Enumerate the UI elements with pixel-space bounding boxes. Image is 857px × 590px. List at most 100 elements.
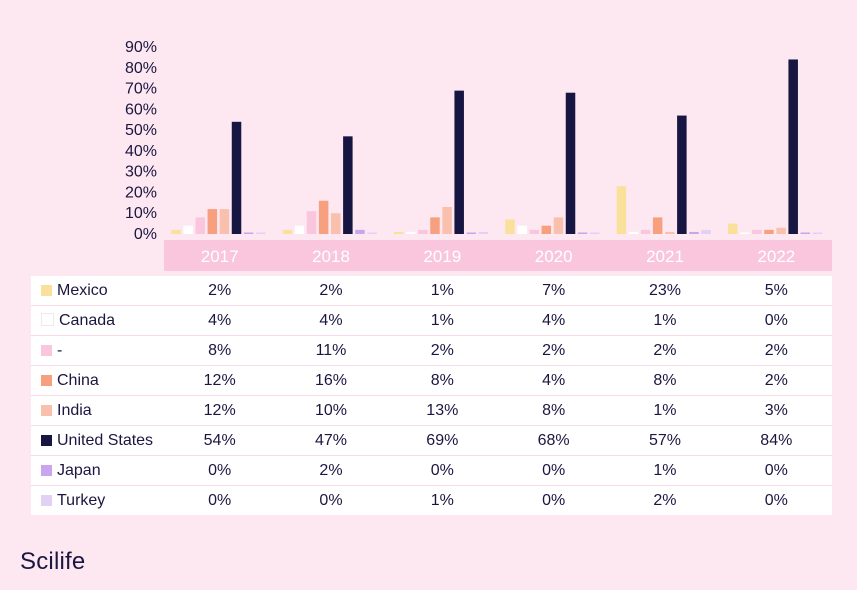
series-label-cell: Mexico [31,276,164,306]
series-label-cell: Turkey [31,486,164,516]
value-cell: 0% [208,491,232,509]
bar [355,229,365,234]
value-cell: 2% [609,335,721,366]
value-cell: 57% [609,425,721,456]
legend-swatch [41,284,52,296]
table-row: Japan 0% 2% 0% 0% 1% 0% [31,455,832,486]
x-tick-label: 2021 [646,247,684,266]
value-cell: 1% [609,455,721,486]
bar [589,232,600,234]
table-row: United States 54% 47% 69% 68% 57% 84% [31,425,832,456]
table-row: Turkey 0% 0% 1% 0% 2% 0% [31,486,832,516]
value-cell: 0% [319,491,343,509]
bar [219,209,230,234]
y-tick-label: 40% [125,143,157,160]
series-name: Mexico [57,281,108,299]
bar [306,211,317,234]
y-tick-label: 60% [125,101,157,118]
series-label-cell: United States [31,425,164,456]
bar [231,121,242,234]
value-cell: 10% [275,395,387,426]
bar [282,229,293,234]
value-cell: 1% [609,305,721,336]
y-tick-label: 50% [125,122,157,139]
y-tick-label: 90% [125,39,157,56]
table-row: Mexico 2% 2% 1% 7% 23% 5% [31,276,832,306]
value-cell: 1% [609,395,721,426]
value-cell: 0% [164,455,276,486]
bar [812,232,823,234]
bar [577,232,588,234]
series-name: United States [57,431,154,449]
value-cell: 2% [653,491,677,509]
bar [776,227,786,234]
value-cell: 69% [386,425,498,456]
value-cell: 2% [720,365,832,396]
table-row: China 12% 16% 8% 4% 8% 2% [31,365,832,396]
year-labels: 2017 2018 2019 2020 2021 2022 [201,247,795,266]
bar [505,219,515,234]
series-name: Canada [59,311,116,329]
bar [207,209,218,234]
bar [565,92,576,234]
y-tick-label: 70% [125,81,157,98]
table-row: -8% 11% 2% 2% 2% 2% [31,335,832,366]
bar [788,59,798,234]
series-name: India [57,401,92,419]
legend-swatch [41,464,52,476]
bar [701,229,711,234]
value-cell: 5% [720,276,832,306]
value-cell: 0% [386,455,498,486]
value-cell: 2% [386,335,498,366]
series-name: China [57,371,99,389]
y-axis: 90% 80% 70% 60% 50% 40% 30% 20% 10% 0% [125,39,157,243]
bar [652,217,663,234]
bar [255,232,266,234]
bar [764,229,774,234]
value-cell: 54% [164,425,276,456]
x-tick-label: 2022 [757,247,795,266]
bar [689,231,699,234]
y-tick-label: 0% [134,226,157,243]
table-row: Canada 4% 4% 1% 4% 1% 0% [31,305,832,336]
value-cell: 12% [164,365,276,396]
value-cell: 0% [497,455,610,486]
value-cell: 2% [164,276,276,306]
bar [553,217,564,234]
bar [665,231,675,234]
legend-swatch [41,494,52,506]
year-band [164,240,832,271]
bar [529,229,539,234]
legend-swatch [41,344,52,356]
series-label-cell: Japan [31,455,164,486]
value-cell: 0% [764,491,788,509]
bar [740,232,750,234]
x-tick-label: 2018 [312,247,350,266]
value-cell: 0% [720,305,832,336]
bar [616,186,627,234]
bar [343,136,353,234]
bar [294,225,305,234]
series-name: - [57,341,63,359]
value-cell: 7% [497,276,610,306]
legend-swatch [41,404,52,416]
series-label-cell: India [31,395,164,426]
bar [517,225,527,234]
value-cell: 13% [386,395,498,426]
bar [442,206,452,234]
value-cell: 4% [497,365,610,396]
value-cell: 1% [386,276,498,306]
value-cell: 47% [275,425,387,456]
bars [171,59,823,234]
x-tick-label: 2019 [423,247,461,266]
value-cell: 16% [275,365,387,396]
bar [640,229,651,234]
bar [243,232,254,234]
brand-logo: Scilife [20,548,86,575]
value-cell: 2% [275,455,387,486]
value-cell: 1% [386,305,498,336]
bar-chart: 90%80%70%60%50%40%30%20%10%0% 2017 2018 20… [125,39,832,271]
bar [183,225,193,234]
bar [628,231,639,234]
value-cell: 8% [609,365,721,396]
